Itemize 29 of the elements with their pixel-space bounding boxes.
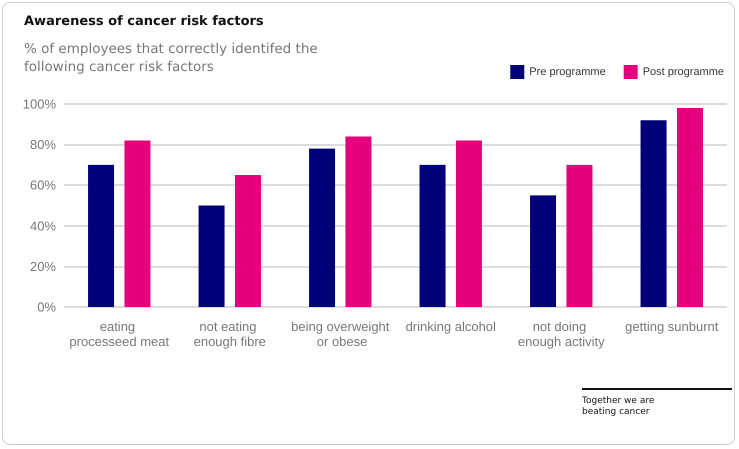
y-tick-label: 100% [22,96,56,112]
x-tick-label: being overweight or obese [291,319,390,349]
x-tick-label: not eating enough fibre [194,319,266,349]
y-tick-label: 80% [30,137,56,152]
chart-title: Awareness of cancer risk factors [24,14,264,29]
y-tick-label: 0% [37,300,56,314]
bar [234,175,261,307]
bar [420,164,446,307]
text: Together we are beating cancer [582,396,656,418]
legend-label: Pre programme [529,66,606,78]
x-tick-label: not doing enough activity [518,319,606,349]
bar [309,148,336,307]
bar [676,108,703,307]
bar [198,206,225,307]
x-tick-label: getting sunburnt [625,319,719,334]
chart-subtitle: % of employees that correctly identifed the following cancer risk factors [24,40,319,76]
bar [640,120,667,307]
legend-label: Post programme [642,66,724,78]
y-tick-label: 40% [30,218,56,234]
x-tick-label: eating processeed meat [69,319,170,349]
bar [345,136,372,307]
y-tick-label: 20% [30,258,56,274]
bar [530,195,556,307]
bar [456,140,482,307]
x-tick-label: drinking alcohol [406,319,496,334]
bar [566,164,592,307]
y-tick-label: 60% [30,178,56,193]
bar [124,140,150,307]
bar [88,164,114,307]
